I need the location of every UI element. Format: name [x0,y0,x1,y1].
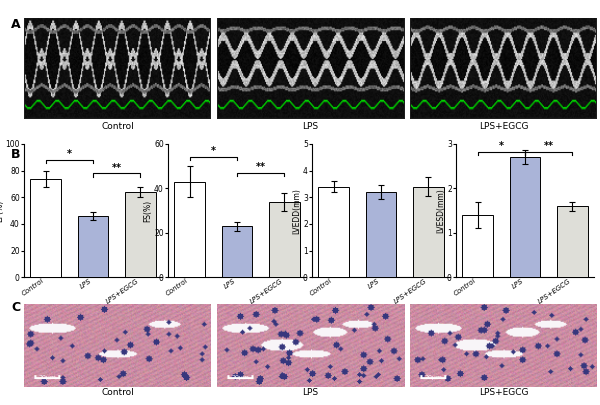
Text: **: ** [112,162,122,173]
Text: *: * [499,141,504,151]
Text: **: ** [256,162,266,172]
Text: 20μm: 20μm [232,375,250,380]
Bar [221,226,253,277]
Bar [125,192,156,277]
Bar [269,202,300,277]
Bar [462,215,493,277]
Bar [30,179,61,277]
Text: LPS+EGCG: LPS+EGCG [479,388,528,397]
Text: *: * [211,147,216,156]
Text: *: * [67,149,72,159]
Y-axis label: LVEDD(mm): LVEDD(mm) [293,188,302,234]
Y-axis label: EF(%): EF(%) [0,200,4,222]
Text: B: B [11,148,20,161]
Y-axis label: LVESD(mm): LVESD(mm) [437,188,446,233]
Bar [174,181,205,277]
Y-axis label: FS(%): FS(%) [143,200,152,222]
Text: 20μm: 20μm [425,375,443,380]
Text: 20μm: 20μm [39,375,57,380]
Text: Control: Control [101,388,134,397]
Text: LPS: LPS [302,122,319,131]
Text: **: ** [544,141,554,151]
Bar [509,157,541,277]
Bar [557,206,588,277]
Bar [318,187,349,277]
Text: C: C [11,301,20,313]
Text: LPS: LPS [302,388,319,397]
Bar [365,192,397,277]
Bar [413,187,444,277]
Text: LPS+EGCG: LPS+EGCG [479,122,528,131]
Text: Control: Control [101,122,134,131]
Bar [77,216,109,277]
Text: A: A [11,18,20,31]
